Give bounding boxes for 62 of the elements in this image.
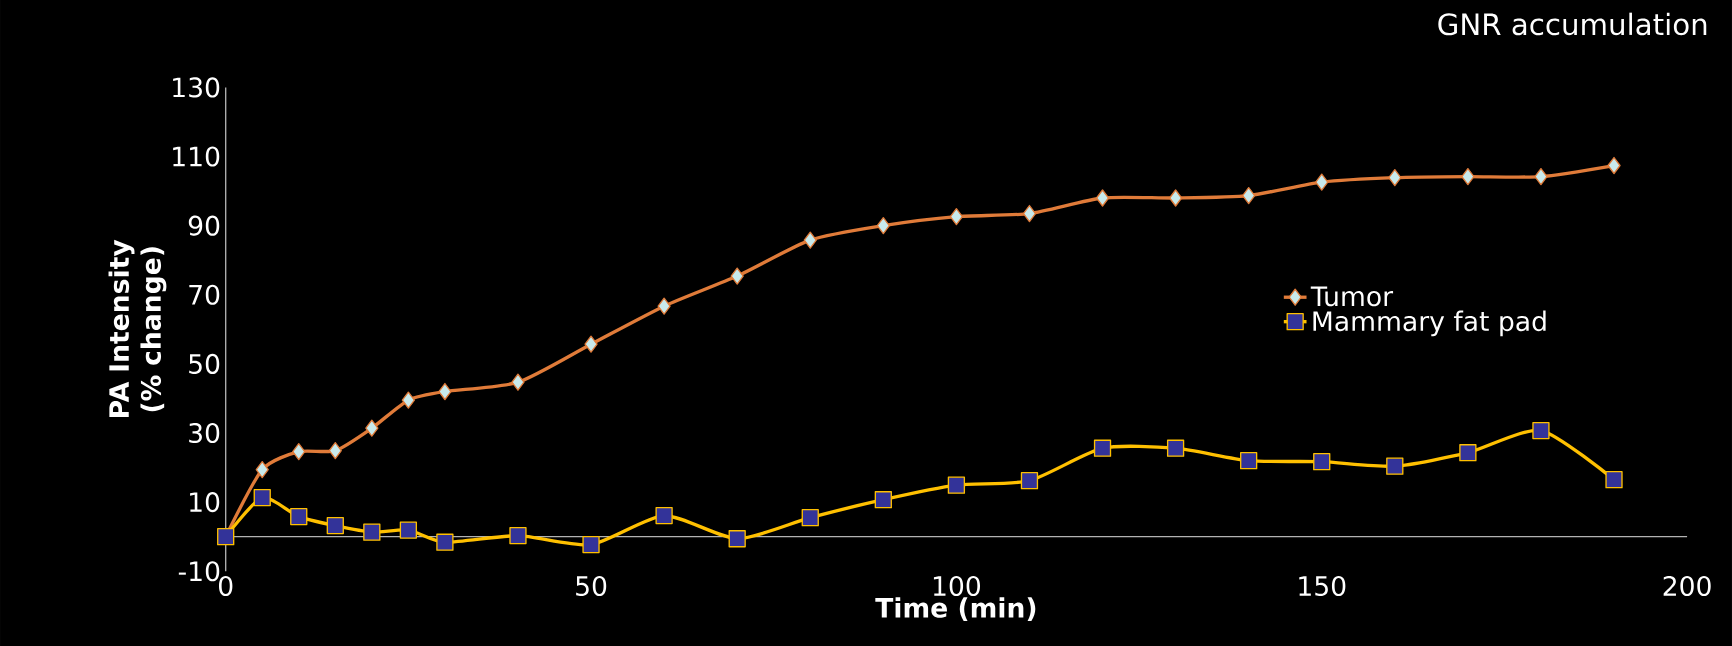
y-tick-label: 130 [173,77,220,98]
y-tick-label: 50 [189,353,220,374]
point [1607,156,1621,174]
y-axis-title: PA Intensity (% change) [108,239,167,417]
point [401,391,416,409]
y-tick-label: 110 [173,146,220,167]
point [290,507,308,526]
point [399,521,418,539]
y-tick-label: 10 [190,491,220,512]
point [1093,439,1112,457]
point [1388,168,1402,187]
point [1168,189,1183,207]
point [328,441,342,460]
point [1386,457,1404,475]
point [509,526,527,545]
x-tick-label: 200 [1663,575,1711,596]
point [1459,443,1477,462]
point [1095,189,1110,207]
point [803,231,817,249]
x-tick-label: 150 [1299,575,1346,596]
x-tick-label: 100 [933,575,981,596]
point [1022,204,1037,222]
point [253,488,271,507]
point [1240,451,1258,470]
x-axis-title: Time (min) [875,597,1036,621]
point [438,382,452,400]
y-tick-label: 90 [188,215,220,236]
point [657,297,671,315]
point [511,373,525,391]
point [1020,471,1039,490]
point [1242,186,1256,205]
point [1313,452,1331,471]
legend-label: Tumor [1310,286,1394,307]
point [1315,173,1329,191]
point [1605,470,1623,489]
chart-title: GNR accumulation [1438,12,1707,36]
y-tick-label: -10 [178,560,220,582]
point [874,490,892,509]
point [876,216,890,235]
x-tick-label: 0 [218,575,233,596]
point [801,508,819,527]
x-tick-label: 50 [576,575,607,596]
point [436,533,454,551]
point [947,476,966,494]
point [1534,167,1548,186]
point [1166,439,1185,457]
point [292,442,306,461]
point [1461,167,1475,186]
point [363,523,381,541]
point [655,506,673,525]
point [949,207,964,226]
y-tick-label: 30 [189,422,220,443]
point [1532,421,1550,440]
point [730,267,744,285]
legend-label: Mammary fat pad [1313,310,1546,337]
point [728,529,746,548]
point [326,516,344,535]
point [365,419,379,437]
y-tick-label: 70 [189,284,220,305]
point [584,335,598,353]
point [582,535,600,554]
point [255,460,269,479]
